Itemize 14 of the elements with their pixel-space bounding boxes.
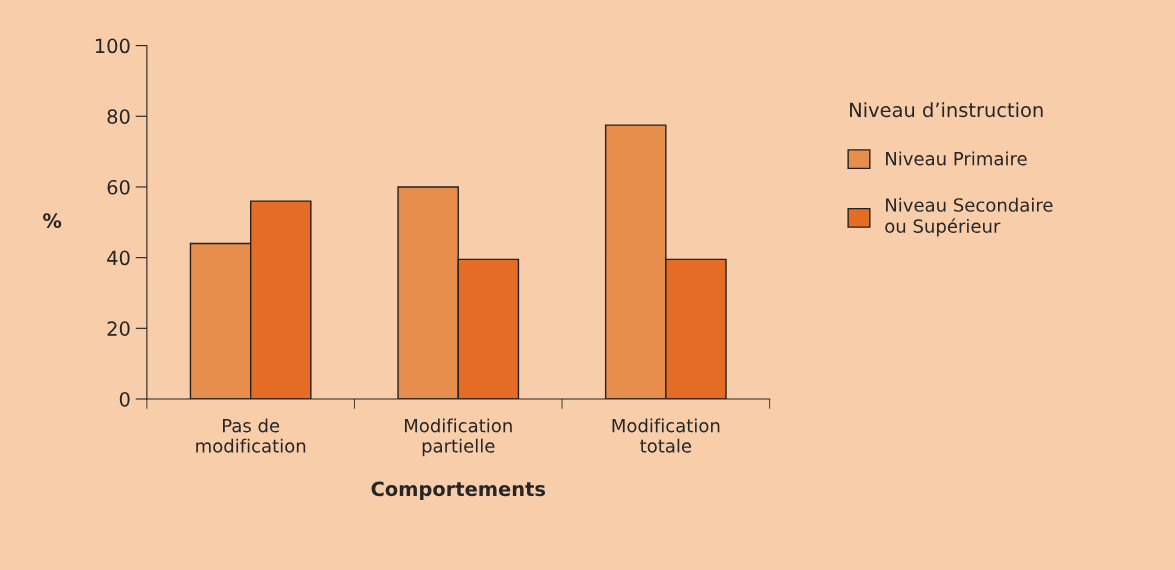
y-tick-label: 0: [119, 391, 130, 407]
y-tick-label: 60: [107, 179, 130, 195]
x-tick-label: Modification partielle: [404, 418, 512, 457]
x-tick-label: Pas de modification: [196, 418, 306, 453]
legend-label: Niveau Secondaire ou Supérieur: [885, 197, 1053, 237]
legend-title: Niveau d’instruction: [850, 102, 1043, 118]
y-axis-title: %: [43, 213, 62, 228]
y-tick-label: 80: [107, 109, 130, 124]
x-axis-title: Comportements: [371, 481, 546, 500]
legend-label: Niveau Primaire: [886, 151, 1027, 166]
y-tick-label: 20: [107, 321, 130, 336]
x-tick-label: Modification totale: [612, 418, 720, 453]
y-tick-label: 100: [95, 38, 130, 54]
y-tick-label: 40: [107, 250, 130, 266]
